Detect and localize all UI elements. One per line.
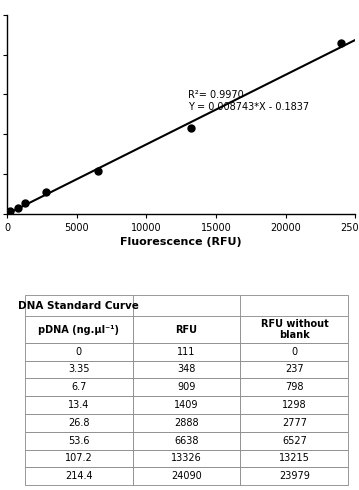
Text: R²= 0.9970
Y = 0.008743*X - 0.1837: R²= 0.9970 Y = 0.008743*X - 0.1837 [188, 90, 309, 112]
Point [95, 167, 101, 175]
Point [43, 189, 49, 196]
Point [22, 199, 28, 207]
Point [15, 204, 21, 212]
Point [338, 39, 344, 47]
Point [188, 124, 194, 132]
X-axis label: Fluorescence (RFU): Fluorescence (RFU) [121, 237, 242, 247]
Point [4, 210, 10, 218]
Point [8, 207, 13, 215]
